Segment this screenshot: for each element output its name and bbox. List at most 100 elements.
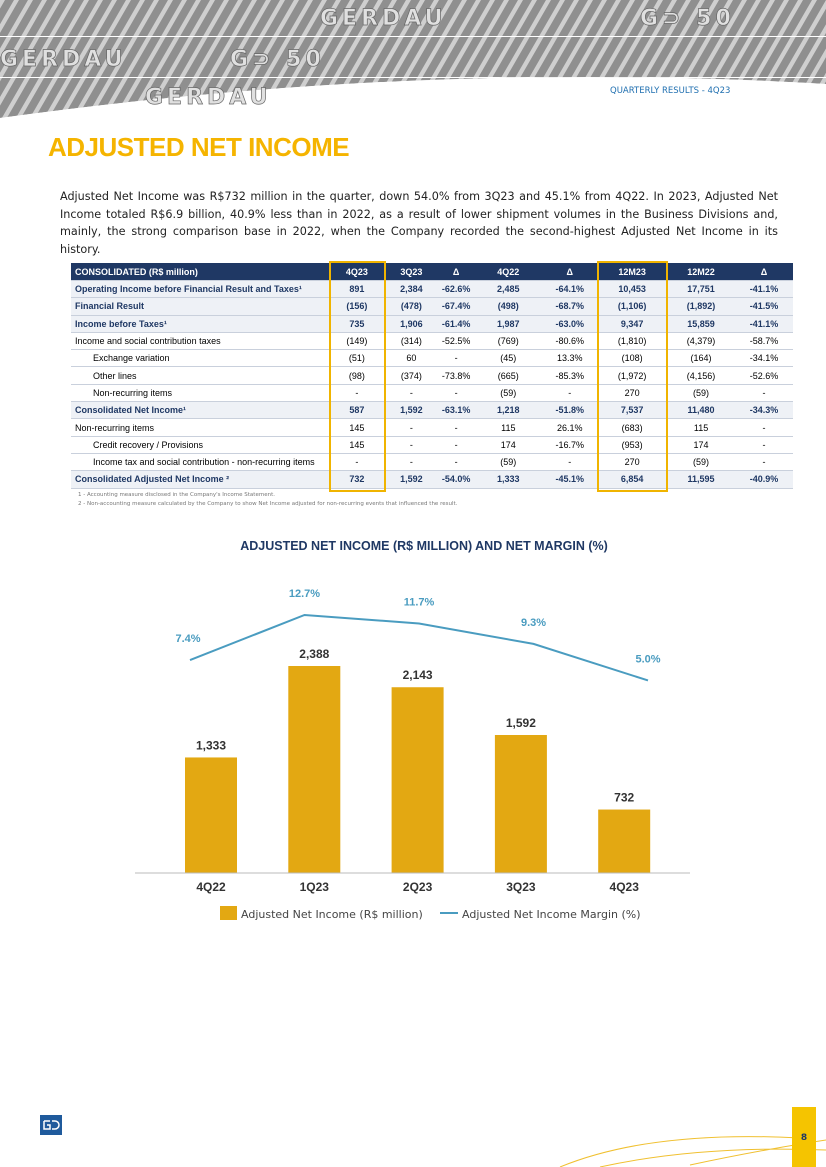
- page-number-box: [792, 1107, 816, 1167]
- bar: [391, 687, 444, 873]
- banner-text: G⊃ 50: [230, 47, 325, 72]
- table-cell: 13.3%: [542, 349, 598, 368]
- column-highlight: [597, 261, 668, 492]
- table-cell: -61.4%: [437, 315, 475, 333]
- table-cell: (4,379): [667, 332, 735, 351]
- banner-texts: GERDAU G⊃ 50 GERDAU G⊃ 50 GERDAU: [0, 6, 731, 111]
- table-cell: -: [735, 453, 793, 472]
- table-cell: 1,592: [384, 401, 438, 420]
- x-tick-label: 4Q23: [610, 880, 640, 894]
- table-cell: 891: [328, 280, 385, 299]
- table-cell: 1,333: [474, 470, 543, 489]
- table-cell: 15,859: [667, 315, 735, 333]
- table-cell: 2,384: [384, 280, 438, 299]
- table-row: Non-recurring items - - - (59) -270 (59) -: [71, 384, 793, 403]
- line-label: 11.7%: [404, 597, 435, 609]
- table-cell: -63.0%: [542, 315, 598, 333]
- table-cell: -67.4%: [437, 297, 475, 316]
- table-cell: 1,592: [384, 470, 438, 489]
- table-cell: 1,987: [474, 315, 543, 333]
- table-row: Operating Income before Financial Result…: [71, 280, 793, 299]
- footnote: 1 - Accounting measure disclosed in the …: [78, 492, 275, 498]
- table-row: Income and social contribution taxes (149…: [71, 332, 793, 351]
- banner-mask: [0, 76, 826, 118]
- line-label: 5.0%: [635, 653, 660, 665]
- bar-label: 1,592: [506, 716, 536, 730]
- table-cell: Non-recurring items: [71, 384, 329, 403]
- table-cell: -41.1%: [735, 315, 793, 333]
- table-cell: (59): [667, 453, 735, 472]
- table-cell: (59): [474, 453, 543, 472]
- table-cell: 17,751: [667, 280, 735, 299]
- table-cell: -54.0%: [437, 470, 475, 489]
- page-number: 8: [801, 1133, 807, 1143]
- table-cell: (164): [667, 349, 735, 368]
- header-cell: 4Q22: [474, 263, 543, 281]
- table-cell: (156): [328, 297, 385, 316]
- table-cell: 735: [328, 315, 385, 333]
- table-cell: (1,892): [667, 297, 735, 316]
- table-cell: 1,906: [384, 315, 438, 333]
- bar-label: 732: [614, 791, 634, 805]
- header-cell: 12M22: [667, 263, 735, 281]
- header-cell: CONSOLIDATED (R$ million): [71, 263, 329, 281]
- table-cell: -58.7%: [735, 332, 793, 351]
- table-cell: (149): [328, 332, 385, 351]
- table-cell: -: [437, 384, 475, 403]
- bar-label: 1,333: [196, 738, 226, 752]
- table-cell: -52.6%: [735, 366, 793, 385]
- column-highlight: [329, 261, 386, 492]
- chart-title: ADJUSTED NET INCOME (R$ MILLION) AND NET…: [240, 539, 608, 553]
- table-row: Income tax and social contribution - non…: [71, 453, 793, 472]
- table-cell: 60: [384, 349, 438, 368]
- table-cell: 115: [667, 418, 735, 437]
- table-cell: -62.6%: [437, 280, 475, 299]
- table-cell: Consolidated Adjusted Net Income ²: [71, 470, 329, 489]
- table-cell: (374): [384, 366, 438, 385]
- table-cell: 10,453: [597, 280, 668, 299]
- footer: 8: [40, 1107, 826, 1167]
- table-cell: Income before Taxes¹: [71, 315, 329, 333]
- table-cell: (953): [597, 436, 668, 454]
- bar-label: 2,143: [403, 668, 433, 682]
- legend-label: Adjusted Net Income Margin (%): [462, 908, 641, 921]
- table-cell: (108): [597, 349, 668, 368]
- table-cell: -52.5%: [437, 332, 475, 351]
- table-row: Financial Result (156) (478) -67.4% (498) -68…: [71, 297, 793, 316]
- table-row: Non-recurring items 145- -115 26.1% (683) 115…: [71, 418, 793, 437]
- logo: [40, 1115, 62, 1135]
- table-cell: 26.1%: [542, 418, 598, 437]
- table-cell: -: [437, 418, 475, 437]
- banner-text: GERDAU: [0, 47, 127, 72]
- table-cell: -68.7%: [542, 297, 598, 316]
- table-cell: -45.1%: [542, 470, 598, 489]
- banner: GERDAU G⊃ 50 GERDAU G⊃ 50 GERDAU: [0, 0, 826, 118]
- header-cell: Δ: [542, 263, 598, 281]
- table-cell: 732: [328, 470, 385, 489]
- header-cell: 4Q23: [328, 263, 385, 281]
- line-label: 7.4%: [175, 633, 200, 645]
- table-row: Consolidated Adjusted Net Income ² 732 1,5…: [71, 470, 793, 489]
- legend-label: Adjusted Net Income (R$ million): [241, 908, 423, 921]
- header-label: QUARTERLY RESULTS - 4Q23: [610, 86, 731, 96]
- table-cell: -40.9%: [735, 470, 793, 489]
- table-cell: -: [384, 436, 438, 454]
- table-cell: -: [735, 384, 793, 403]
- table-cell: (1,810): [597, 332, 668, 351]
- table-cell: 174: [667, 436, 735, 454]
- table-cell: -85.3%: [542, 366, 598, 385]
- table-cell: 2,485: [474, 280, 543, 299]
- table-cell: Consolidated Net Income¹: [71, 401, 329, 420]
- table-row: Credit recovery / Provisions 145- -174 -16.…: [71, 436, 793, 454]
- bar: [185, 757, 237, 873]
- table-cell: -: [437, 436, 475, 454]
- table-cell: -: [735, 418, 793, 437]
- results-table: CONSOLIDATED (R$ million) 4Q23 3Q23 Δ 4Q22 Δ 1…: [71, 263, 793, 489]
- page-title: ADJUSTED NET INCOME: [48, 132, 350, 162]
- bar: [494, 735, 547, 873]
- table-header: CONSOLIDATED (R$ million) 4Q23 3Q23 Δ 4Q22 Δ 1…: [71, 263, 793, 281]
- line-label: 9.3%: [521, 617, 546, 629]
- table-cell: (498): [474, 297, 543, 316]
- rebar: [0, 37, 826, 77]
- table-cell: -80.6%: [542, 332, 598, 351]
